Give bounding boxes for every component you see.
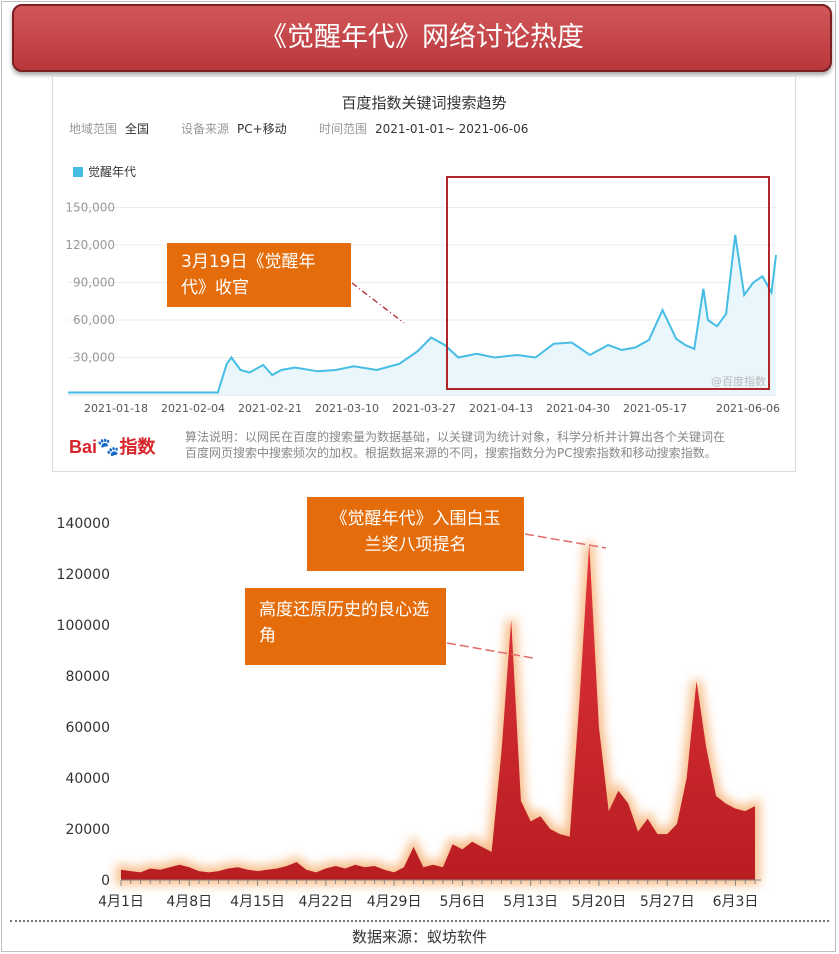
note-line-1: 算法说明：以网民在百度的搜索量为数据基础，以关键词为统计对象，科学分析并计算出各… [185,430,726,444]
time-value: 2021-01-01~ 2021-06-06 [375,122,529,136]
x-tick-label: 5月27日 [640,894,695,910]
series-area-fill [68,235,776,395]
y-tick-label: 90,000 [73,276,115,290]
y-tick-label: 60000 [65,720,110,736]
x-tick-label: 4月15日 [230,894,285,910]
y-tick-label: 150,000 [65,201,115,215]
area-series [121,543,755,880]
x-tick-label: 5月13日 [503,894,558,910]
baidu-trend-chart: 30,000 60,000 90,000 120,000 150,000 2021-01-… [65,176,780,415]
x-tick-label: 5月6日 [439,894,485,910]
y-tick-label: 80000 [65,669,110,685]
callout-leader [351,282,405,324]
x-tick-label: 2021-04-13 [469,402,533,415]
y-tick-label: 140000 [57,516,110,532]
x-tick-label: 2021-04-30 [546,402,610,415]
y-tick-label: 120000 [57,567,110,583]
data-source: 数据来源：蚁坊软件 [351,928,487,946]
legend-swatch [73,167,83,177]
x-tick-label: 4月22日 [298,894,353,910]
x-tick-label: 2021-01-18 [84,402,148,415]
callout-history: 高度还原历史的良心选角 [245,588,446,665]
region-meta: 地域范围 全国 [69,120,149,137]
x-tick-label: 4月29日 [367,894,422,910]
x-tick-label: 5月20日 [572,894,627,910]
y-tick-label: 60,000 [73,313,115,327]
x-tick-label: 2021-02-04 [161,402,225,415]
y-tick-label: 30,000 [73,351,115,365]
x-tick-label: 6月3日 [713,894,759,910]
baidu-panel-title: 百度指数关键词搜索趋势 [341,94,507,112]
y-tick-label: 0 [101,873,110,889]
region-label: 地域范围 [69,122,118,136]
baidu-logo: Bai🐾指数 [69,437,156,457]
callout-leader-history [446,642,534,659]
device-label: 设备来源 [181,122,230,136]
callout-award: 《觉醒年代》入围白玉兰奖八项提名 [307,497,524,571]
baidu-legend: 觉醒年代 [73,163,136,180]
series-line [68,234,777,394]
watermark: @百度指数 [711,374,766,388]
x-tick-label: 4月8日 [166,894,212,910]
time-meta: 时间范围 2021-01-01~ 2021-06-06 [319,120,528,137]
x-tick-label: 2021-03-27 [392,402,456,415]
y-tick-label: 120,000 [65,238,115,252]
note-line-2: 百度网页搜索中搜索频次的加权。根据数据来源的不同，搜索指数分为PC搜索指数和移动… [185,446,717,460]
x-tick-label: 2021-02-21 [238,402,302,415]
footer-divider [10,920,829,922]
y-tick-label: 100000 [57,618,110,634]
y-tick-label: 20000 [65,822,110,838]
callout-leader-award [524,533,607,549]
x-tick-label: 4月1日 [98,894,144,910]
highlight-box [446,176,770,390]
y-tick-label: 40000 [65,771,110,787]
page-title-banner: 《觉醒年代》网络讨论热度 [12,4,832,72]
algorithm-note: 算法说明：以网民在百度的搜索量为数据基础，以关键词为统计对象，科学分析并计算出各… [185,429,785,461]
x-tick-label: 2021-03-10 [315,402,379,415]
callout-finale: 3月19日《觉醒年代》收官 [167,243,351,307]
time-label: 时间范围 [319,122,368,136]
region-value: 全国 [125,122,150,136]
area-chart: 0 20000 40000 60000 80000 100000 120000 140000 4… [57,516,761,910]
legend-label: 觉醒年代 [88,165,137,179]
device-value: PC+移动 [237,122,287,136]
device-meta: 设备来源 PC+移动 [181,120,287,137]
x-tick-label: 2021-06-06 [716,402,780,415]
x-tick-label: 2021-05-17 [623,402,687,415]
